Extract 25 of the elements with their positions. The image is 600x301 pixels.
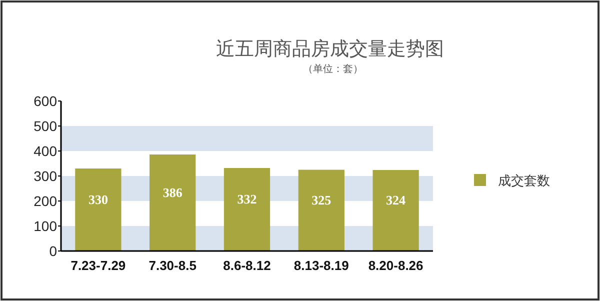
y-tick-label: 0 [49, 243, 58, 259]
data-label: 325 [312, 192, 332, 208]
y-tick-label: 300 [34, 168, 58, 184]
chart-subtitle: （单位：套） [303, 63, 363, 75]
x-tick-label: 8.20-8.26 [368, 258, 424, 273]
bar [298, 170, 344, 251]
y-tick-label: 500 [34, 118, 58, 134]
bar [75, 168, 122, 251]
bar [150, 154, 196, 251]
data-label: 386 [162, 184, 183, 200]
y-tick-label: 200 [34, 193, 58, 209]
data-label: 332 [237, 192, 257, 206]
bar [224, 168, 270, 251]
bar [372, 170, 419, 251]
y-tick-label: 600 [34, 93, 58, 109]
legend-label: 成交套数 [498, 173, 550, 188]
x-tick-label: 8.6-8.12 [223, 258, 271, 273]
x-tick-label: 7.30-8.5 [148, 258, 196, 273]
x-tick-label: 7.23-7.29 [70, 258, 126, 273]
data-label: 330 [88, 192, 108, 207]
y-tick-label: 400 [34, 143, 58, 159]
x-tick-label: 8.13-8.19 [294, 258, 349, 273]
data-label: 324 [386, 192, 406, 208]
y-tick-label: 100 [34, 218, 58, 234]
chart-title: 近五周商品房成交量走势图 [216, 38, 444, 60]
